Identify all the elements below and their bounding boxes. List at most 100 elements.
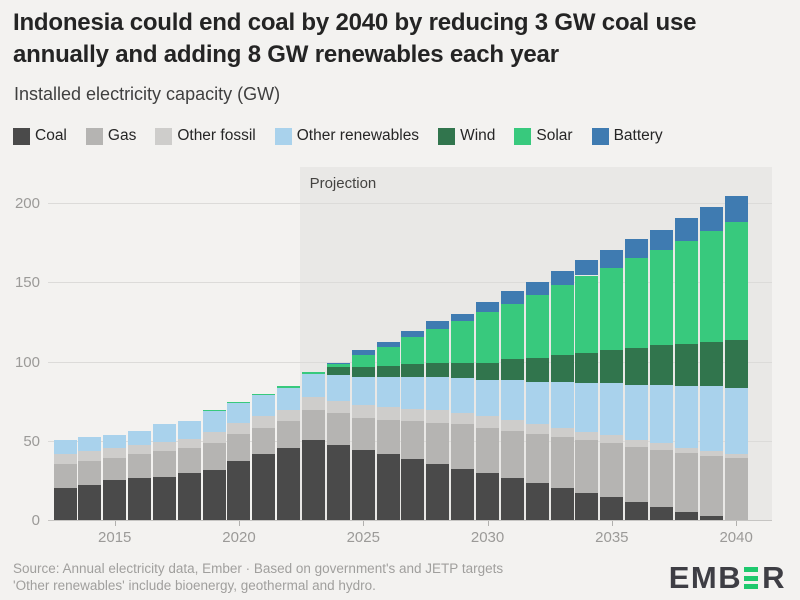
bar-2018-gas (177, 448, 201, 474)
bar-2029-gas (451, 424, 475, 469)
bar-2034-coal (575, 492, 599, 521)
legend-label-other-fossil: Other fossil (177, 127, 256, 144)
bar-2028-battery (426, 321, 450, 330)
bar-2037-gas (650, 449, 674, 507)
bar-2037-other-renewables (650, 384, 674, 444)
bar-2039-other-renewables (699, 386, 723, 452)
bar-2034-battery (575, 259, 599, 276)
legend-label-solar: Solar (536, 127, 573, 144)
bar-2039-gas (699, 456, 723, 517)
y-tick-label-50: 50 (23, 432, 40, 450)
bar-2034-other-renewables (575, 383, 599, 433)
bar-2036-coal (625, 502, 649, 521)
bar-2038-wind (674, 343, 698, 387)
bar-2039-coal (699, 516, 723, 521)
bar-2037-wind (650, 345, 674, 385)
bar-2035-battery (600, 250, 624, 268)
bar-2017-other-renewables (152, 424, 176, 442)
legend-swatch-other-fossil (155, 127, 173, 145)
bar-2038-solar (674, 240, 698, 344)
bar-2028-gas (426, 422, 450, 464)
bar-2019-solar (202, 410, 226, 411)
bar-2032-other-fossil (525, 424, 549, 434)
bar-2015-other-renewables (103, 435, 127, 449)
bar-2020-other-renewables (227, 403, 251, 423)
bar-2032-solar (525, 294, 549, 358)
bar-2026-coal (376, 454, 400, 521)
legend-item-coal: Coal (13, 127, 67, 145)
bar-2030-coal (476, 473, 500, 521)
x-tick-label-2030: 2030 (470, 529, 505, 546)
page-title-line1: Indonesia could end coal by 2040 by redu… (13, 9, 697, 36)
bar-2037-solar (650, 250, 674, 346)
y-axis-labels: 0 50 100 150 200 (0, 167, 40, 529)
legend-swatch-coal (13, 127, 30, 145)
bar-2027-other-renewables (401, 376, 425, 409)
bar-2029-coal (451, 468, 475, 521)
x-tick-2025 (363, 521, 365, 526)
legend-item-wind: Wind (438, 127, 495, 145)
bar-2032-wind (525, 357, 549, 382)
bar-2033-battery (550, 270, 574, 285)
bar-2027-solar (401, 337, 425, 365)
bar-2039-battery (699, 207, 723, 232)
page-title: Indonesia could end coal by 2040 by redu… (13, 7, 785, 71)
logo-green-e-icon (744, 567, 759, 589)
bar-2014-other-fossil (78, 451, 102, 461)
bar-2040-other-renewables (724, 387, 748, 455)
bar-2019-other-fossil (202, 432, 226, 444)
bar-2017-coal (152, 476, 176, 521)
x-tick-2035 (611, 521, 613, 526)
y-tick-label-150: 150 (14, 274, 40, 292)
y-tick-label-0: 0 (31, 512, 40, 529)
legend-item-battery: Battery (591, 127, 663, 145)
x-axis-line (48, 520, 772, 521)
bar-2022-solar (277, 386, 301, 388)
bar-2022-other-fossil (277, 410, 301, 422)
bar-2029-other-fossil (451, 413, 475, 425)
logo-text-r: R (762, 560, 786, 595)
bar-2040-battery (724, 196, 748, 222)
x-tick-label-2035: 2035 (595, 529, 629, 546)
bar-2034-wind (575, 353, 599, 384)
bar-2026-other-renewables (376, 376, 400, 407)
bar-2031-solar (500, 304, 524, 360)
bar-2023-other-renewables (302, 373, 326, 398)
x-tick-label-2020: 2020 (222, 529, 256, 546)
bar-2014-other-renewables (78, 437, 102, 452)
source-note: Source: Annual electricity data, Ember ·… (13, 561, 503, 594)
legend: Coal Gas Other fossil Other renewables Wind S… (13, 127, 663, 145)
bar-2033-gas (550, 437, 574, 488)
bar-2030-other-fossil (476, 416, 500, 428)
bar-2037-battery (650, 229, 674, 251)
y-tick-label-100: 100 (14, 353, 40, 371)
bar-2022-coal (277, 448, 301, 521)
bar-2038-other-fossil (674, 448, 698, 453)
legend-item-other-fossil: Other fossil (155, 127, 256, 145)
bar-2021-gas (252, 427, 276, 455)
bar-2025-wind (351, 367, 375, 377)
bar-2034-solar (575, 275, 599, 354)
x-tick-2015 (114, 521, 116, 526)
bar-2017-gas (152, 451, 176, 477)
bar-2025-other-fossil (351, 405, 375, 419)
bar-2035-other-renewables (600, 383, 624, 436)
bar-2025-other-renewables (351, 376, 375, 406)
bar-2026-other-fossil (376, 406, 400, 420)
bar-2028-solar (426, 329, 450, 363)
bar-2036-other-fossil (625, 440, 649, 447)
bar-2024-gas (326, 413, 350, 445)
bar-2024-wind (326, 367, 350, 376)
bar-2016-other-renewables (128, 430, 152, 445)
bar-2038-battery (674, 218, 698, 241)
bar-2019-coal (202, 470, 226, 521)
bar-2038-coal (674, 511, 698, 521)
legend-item-solar: Solar (514, 127, 573, 145)
bar-2037-other-fossil (650, 443, 674, 450)
bar-2018-other-renewables (177, 421, 201, 439)
bar-2018-other-fossil (177, 438, 201, 449)
bar-2039-solar (699, 231, 723, 343)
bar-2015-other-fossil (103, 448, 127, 458)
bar-2023-coal (302, 440, 326, 521)
